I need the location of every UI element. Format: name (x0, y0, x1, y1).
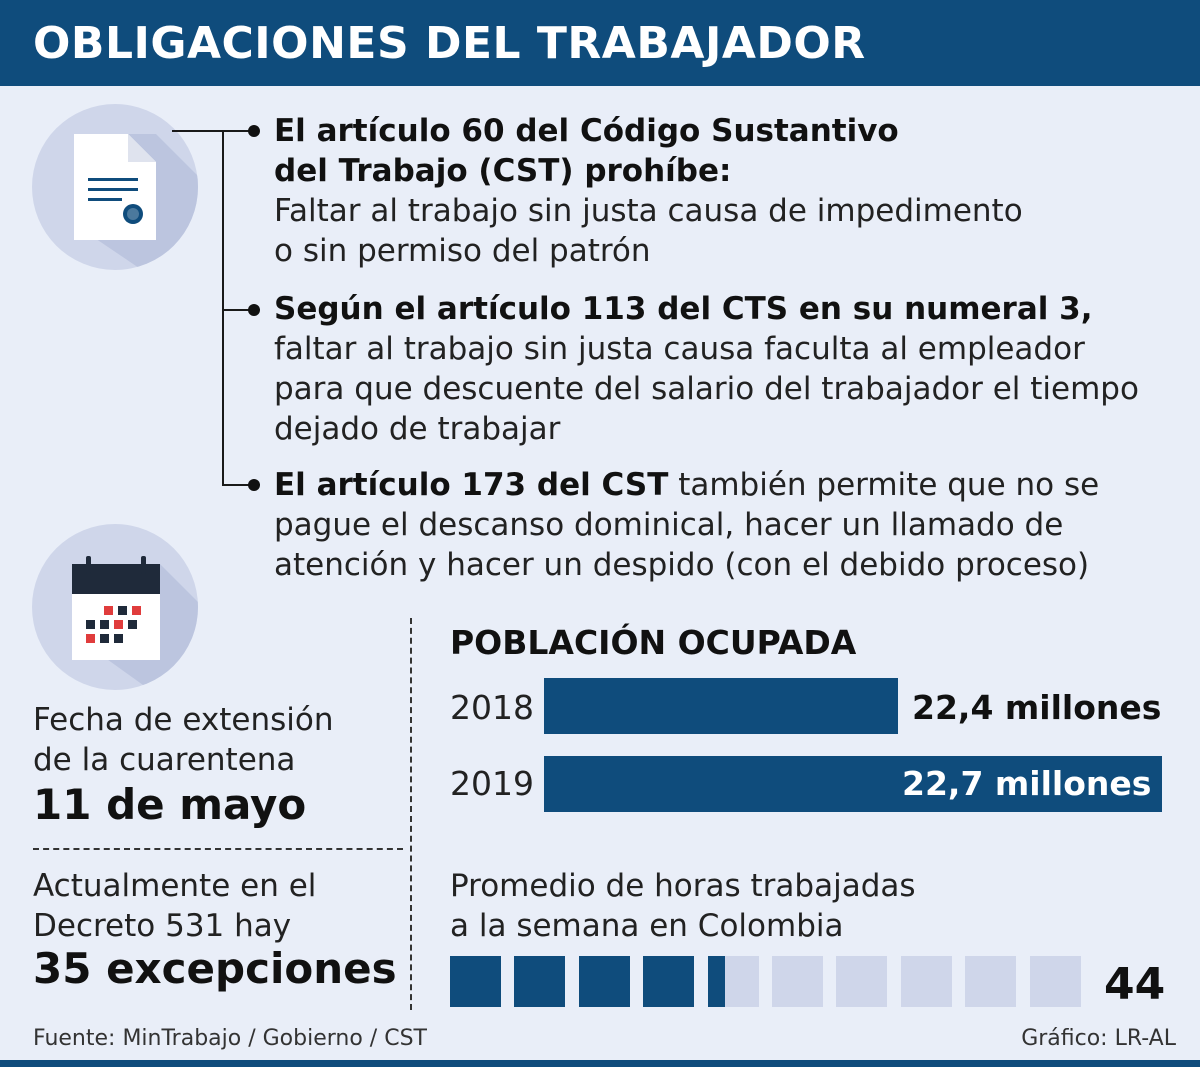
page-title: OBLIGACIONES DEL TRABAJADOR (33, 18, 866, 69)
article-173-point: El artículo 173 del CST también permite … (274, 465, 1099, 585)
hour-block (965, 956, 1017, 1007)
quarantine-label-line: Fecha de extensión (33, 702, 334, 738)
hour-block (1029, 956, 1081, 1007)
hour-block (900, 956, 952, 1007)
calendar-icon-circle (32, 524, 198, 690)
point-heading-line: El artículo 60 del Código Sustantivo (274, 113, 899, 149)
bracket-connector (172, 130, 254, 132)
hour-block (643, 956, 695, 1007)
quarantine-date: 11 de mayo (33, 780, 307, 829)
point-text-line: Faltar al trabajo sin justa causa de imp… (274, 193, 1023, 229)
bar-value-label: 22,7 millones (902, 764, 1152, 803)
hour-block (836, 956, 888, 1007)
bar-category-label: 2018 (450, 688, 534, 727)
bracket-branch (222, 309, 254, 311)
hour-block (450, 956, 501, 1007)
hour-block-fill (450, 956, 501, 1007)
hour-block-fill (707, 956, 726, 1007)
hour-block-fill (514, 956, 566, 1007)
hours-label-line: a la semana en Colombia (450, 908, 844, 944)
point-heading-line: Según el artículo 113 del CTS en su nume… (274, 291, 1093, 327)
decree-label-line: Decreto 531 hay (33, 908, 292, 944)
source-note: Fuente: MinTrabajo / Gobierno / CST (33, 1026, 427, 1051)
chart-title: POBLACIÓN OCUPADA (450, 623, 857, 662)
horizontal-divider (33, 848, 403, 850)
bullet-dot (248, 304, 260, 316)
hour-block (772, 956, 823, 1007)
article-60-point: El artículo 60 del Código Sustantivo del… (274, 111, 1023, 271)
point-text-line: atención y hacer un despido (con el debi… (274, 547, 1090, 583)
hour-block-fill (643, 956, 695, 1007)
point-text-line: o sin permiso del patrón (274, 233, 651, 269)
bracket-vertical-line (222, 130, 224, 484)
quarantine-label-line: de la cuarentena (33, 742, 296, 778)
document-icon-circle (32, 104, 198, 270)
point-heading-line: del Trabajo (CST) prohíbe: (274, 153, 732, 189)
hours-label: Promedio de horas trabajadas a la semana… (450, 866, 916, 946)
calendar-icon (72, 556, 198, 690)
decree-label-line: Actualmente en el (33, 868, 317, 904)
hour-block (514, 956, 566, 1007)
bottom-rule (0, 1060, 1200, 1067)
point-text-line: para que descuente del salario del traba… (274, 371, 1139, 407)
point-heading-inline: El artículo 173 del CST (274, 467, 669, 503)
article-113-point: Según el artículo 113 del CTS en su nume… (274, 289, 1139, 449)
document-certificate-icon (74, 134, 198, 270)
quarantine-label: Fecha de extensión de la cuarentena (33, 700, 333, 780)
vertical-divider (410, 618, 412, 1010)
bar-2019 (544, 756, 1162, 812)
hour-block (707, 956, 759, 1007)
point-text-line: pague el descanso dominical, hacer un ll… (274, 507, 1064, 543)
graphic-credit: Gráfico: LR-AL (1021, 1026, 1176, 1051)
point-text-line: faltar al trabajo sin justa causa facult… (274, 331, 1085, 367)
hours-value: 44 (1104, 959, 1166, 1010)
hours-block-meter (450, 956, 1090, 1007)
bullet-dot (248, 125, 260, 137)
hour-block (578, 956, 630, 1007)
point-text-line: dejado de trabajar (274, 411, 561, 447)
hours-label-line: Promedio de horas trabajadas (450, 868, 916, 904)
bar-value-label: 22,4 millones (912, 688, 1162, 727)
decree-exceptions-value: 35 excepciones (33, 944, 397, 993)
header-banner: OBLIGACIONES DEL TRABAJADOR (0, 0, 1200, 86)
bracket-branch (222, 484, 254, 486)
hour-block-fill (578, 956, 630, 1007)
bar-category-label: 2019 (450, 764, 534, 803)
bar-2018 (544, 678, 898, 734)
bullet-dot (248, 479, 260, 491)
decree-label: Actualmente en el Decreto 531 hay (33, 866, 316, 946)
point-text-inline: también permite que no se (668, 467, 1100, 503)
